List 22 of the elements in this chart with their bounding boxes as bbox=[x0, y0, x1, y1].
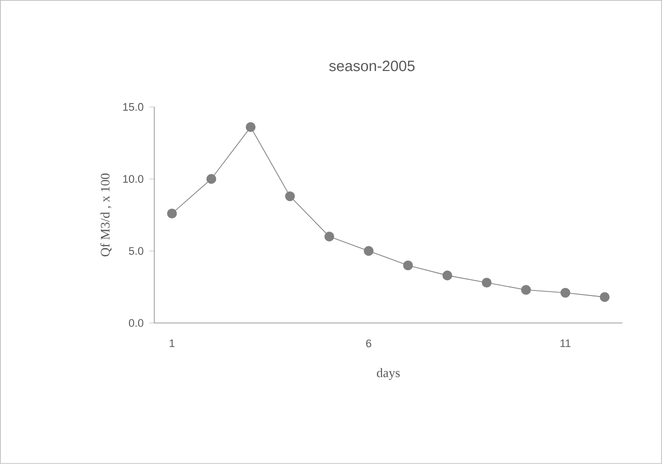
point bbox=[482, 278, 492, 288]
point bbox=[403, 260, 413, 270]
x-tick-label: 6 bbox=[366, 340, 372, 348]
x-tick-label: 11 bbox=[560, 340, 571, 348]
x-tick-label: 1 bbox=[170, 340, 174, 348]
y-tick-label: 10.0 bbox=[123, 175, 144, 183]
point bbox=[364, 246, 374, 256]
point bbox=[324, 232, 334, 242]
point bbox=[285, 191, 295, 202]
chart-title: season-2005 bbox=[329, 60, 415, 72]
point bbox=[442, 270, 452, 280]
x-axis-title: days bbox=[376, 368, 400, 380]
y-tick-label: 15.0 bbox=[123, 103, 144, 111]
y-tick-label: 5.0 bbox=[128, 247, 144, 255]
point bbox=[521, 284, 531, 295]
y-axis-title: Qf M3/d , x 100 bbox=[100, 174, 112, 256]
point bbox=[206, 174, 216, 184]
point bbox=[167, 208, 177, 218]
point bbox=[246, 122, 256, 132]
point bbox=[600, 292, 610, 302]
point bbox=[560, 288, 570, 298]
y-tick-label: 0.0 bbox=[128, 319, 144, 327]
